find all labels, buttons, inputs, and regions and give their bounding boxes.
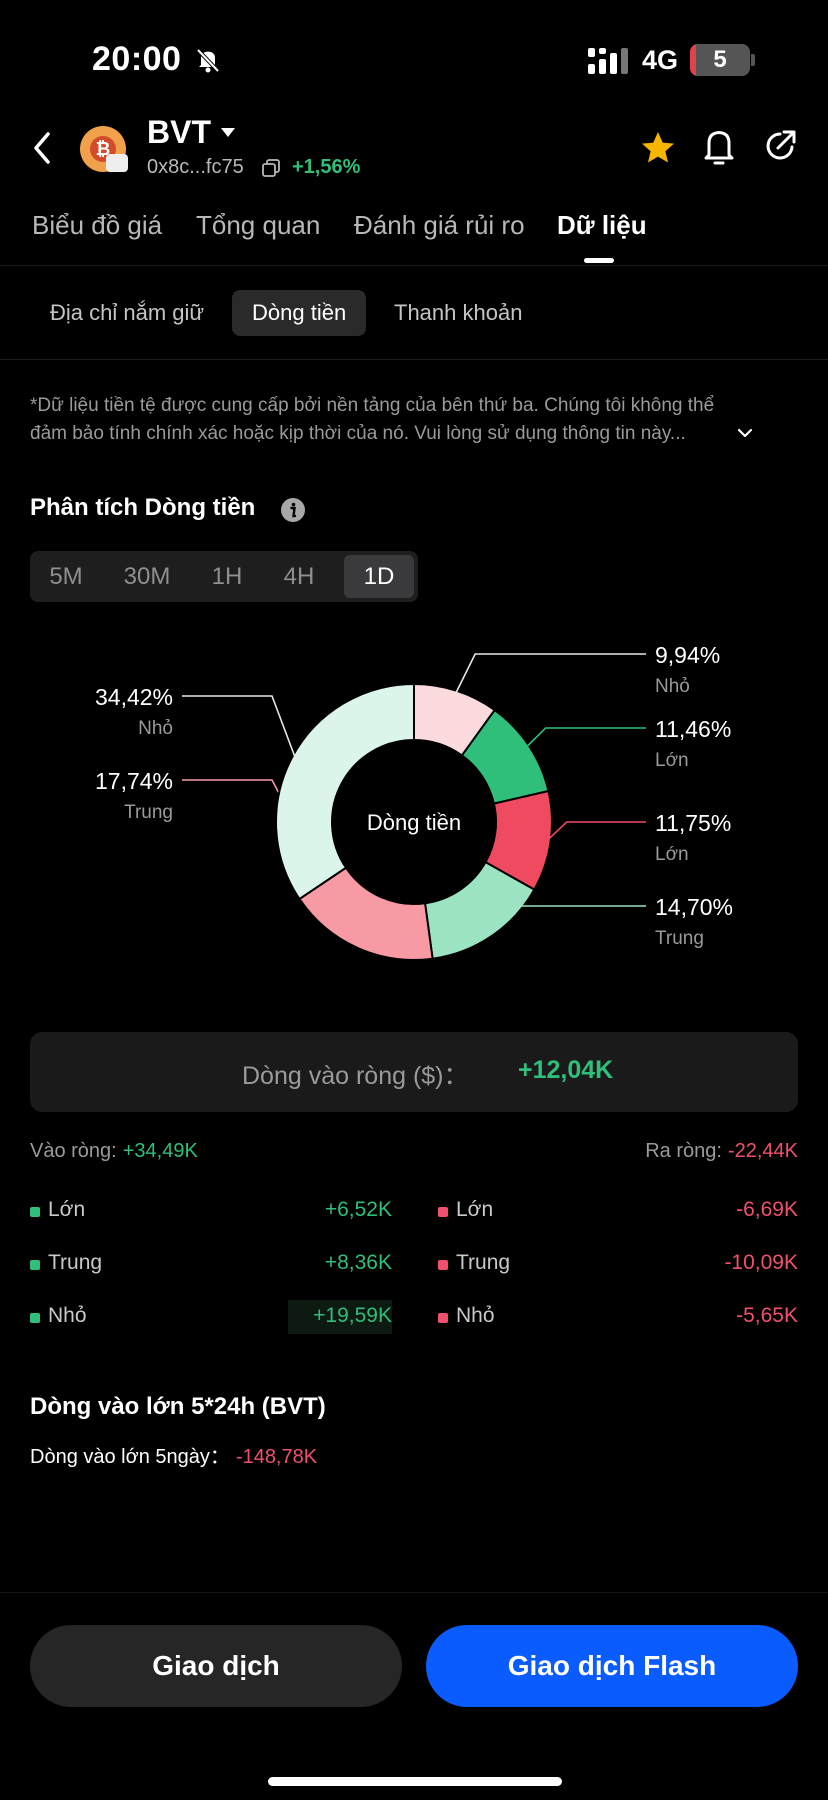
star-icon[interactable] [640,130,676,166]
token-address: 0x8c...fc75 [147,156,244,178]
timeframe-1h[interactable]: 1H [211,563,243,590]
flow-breakdown: Vào ròng: +34,49K Ra ròng: -22,44K Lớn +6,… [30,1140,798,1350]
big-inflow-line: Dòng vào lớn 5ngày： -148,78K [30,1446,318,1468]
slice-percent-label: 9,94% [655,642,720,668]
slice-category-label: Nhỏ [655,676,690,697]
donut-center-label: Dòng tiền [367,810,461,835]
net-inflow-box: Dòng vào ròng ($)： +12,04K [30,1032,798,1112]
price-change: +1,56% [292,156,361,178]
bell-off-icon [196,48,220,73]
token-name[interactable]: BVT [147,114,211,150]
slice-percent-label: 17,74% [95,768,173,794]
token-header: ₿ BVT 0x8c...fc75 +1,56% [0,110,828,190]
slice-category-label: Trung [655,928,704,949]
inflow-row: Nhỏ +19,59K [30,1300,392,1334]
analysis-title: Phân tích Dòng tiền [30,494,256,521]
inflow-total: +34,49K [122,1140,198,1162]
bell-icon[interactable] [702,128,736,166]
big-inflow-value: -148,78K [235,1446,318,1468]
subtab-liquidity[interactable]: Thanh khoản [394,300,523,325]
timeframe-5m[interactable]: 5M [49,563,83,590]
inflow-header: Vào ròng: +34,49K [30,1140,198,1162]
caret-down-icon[interactable] [220,126,236,138]
disclaimer-line-2: đảm bảo tính chính xác hoặc kịp thời của… [30,423,686,444]
bottom-action-bar: Giao dịch Giao dịch Flash [0,1592,828,1800]
timeframe-selector: 5M 30M 1H 4H 1D [30,551,418,602]
signal-icon [588,48,628,74]
tab-overview[interactable]: Tổng quan [196,210,321,240]
active-tab-indicator [584,258,614,263]
data-disclaimer[interactable]: *Dữ liệu tiền tệ được cung cấp bởi nền t… [30,392,770,448]
subtab-holders[interactable]: Địa chỉ nắm giữ [50,300,205,325]
tab-data[interactable]: Dữ liệu [557,210,647,240]
outflow-header: Ra ròng: -22,44K [645,1140,798,1162]
donut-chart: 9,94% Nhỏ 11,46% Lớn 11,75% Lớn 14,70% Trung 17,… [95,642,733,961]
big-inflow-title: Dòng vào lớn 5*24h (BVT) [30,1393,326,1420]
outflow-row: Lớn -6,69K [438,1198,798,1226]
disclaimer-line-1: *Dữ liệu tiền tệ được cung cấp bởi nền t… [30,395,715,416]
timeframe-30m[interactable]: 30M [123,563,171,590]
info-icon[interactable] [280,497,306,523]
slice-category-label: Lớn [655,750,689,771]
status-time: 20:00 [92,40,182,78]
slice-category-label: Trung [124,802,173,823]
callout-line [182,695,297,760]
expand-chevron-icon[interactable] [736,426,754,440]
subtab-money-flow[interactable]: Dòng tiền [232,290,367,336]
home-indicator [268,1777,562,1786]
copy-icon[interactable] [262,159,280,177]
timeframe-4h[interactable]: 4H [283,563,315,590]
tab-risk-assessment[interactable]: Đánh giá rủi ro [354,210,525,240]
outflow-row: Trung -10,09K [438,1251,798,1279]
slice-percent-label: 14,70% [655,894,733,920]
trade-button[interactable]: Giao dịch [30,1625,402,1707]
battery-indicator: 5 [690,44,750,76]
inflow-row: Trung +8,36K [30,1251,392,1279]
timeframe-1d[interactable]: 1D [344,555,414,598]
slice-percent-label: 11,46% [655,716,731,742]
token-logo: ₿ [80,126,128,172]
callout-line [182,779,360,945]
net-inflow-value: +12,04K [518,1056,614,1084]
callout-line [525,727,646,749]
status-bar: 20:00 4G 5 [0,0,828,110]
net-inflow-label: Dòng vào ròng ($)： [242,1062,469,1090]
share-icon[interactable] [762,128,798,164]
flash-trade-button[interactable]: Giao dịch Flash [426,1625,798,1707]
money-flow-chart: 9,94% Nhỏ 11,46% Lớn 11,75% Lớn 14,70% Trung 17,… [0,620,828,980]
back-arrow-icon[interactable] [28,128,56,168]
slice-percent-label: 11,75% [655,810,731,836]
main-tabs: Biểu đồ giá Tổng quan Đánh giá rủi ro Dữ… [0,200,828,266]
callout-line [488,905,646,934]
callout-line [454,653,646,695]
outflow-row: Nhỏ -5,65K [438,1304,798,1332]
slice-category-label: Lớn [655,844,689,865]
slice-percent-label: 34,42% [95,684,173,710]
outflow-total: -22,44K [727,1140,798,1162]
network-type: 4G [642,45,679,75]
data-subtabs: Địa chỉ nắm giữ Dòng tiền Thanh khoản [0,290,828,360]
donut-slice [275,682,415,901]
inflow-row: Lớn +6,52K [30,1198,392,1226]
tab-price-chart[interactable]: Biểu đồ giá [32,210,163,240]
callout-line [546,821,646,842]
slice-category-label: Nhỏ [138,718,173,739]
